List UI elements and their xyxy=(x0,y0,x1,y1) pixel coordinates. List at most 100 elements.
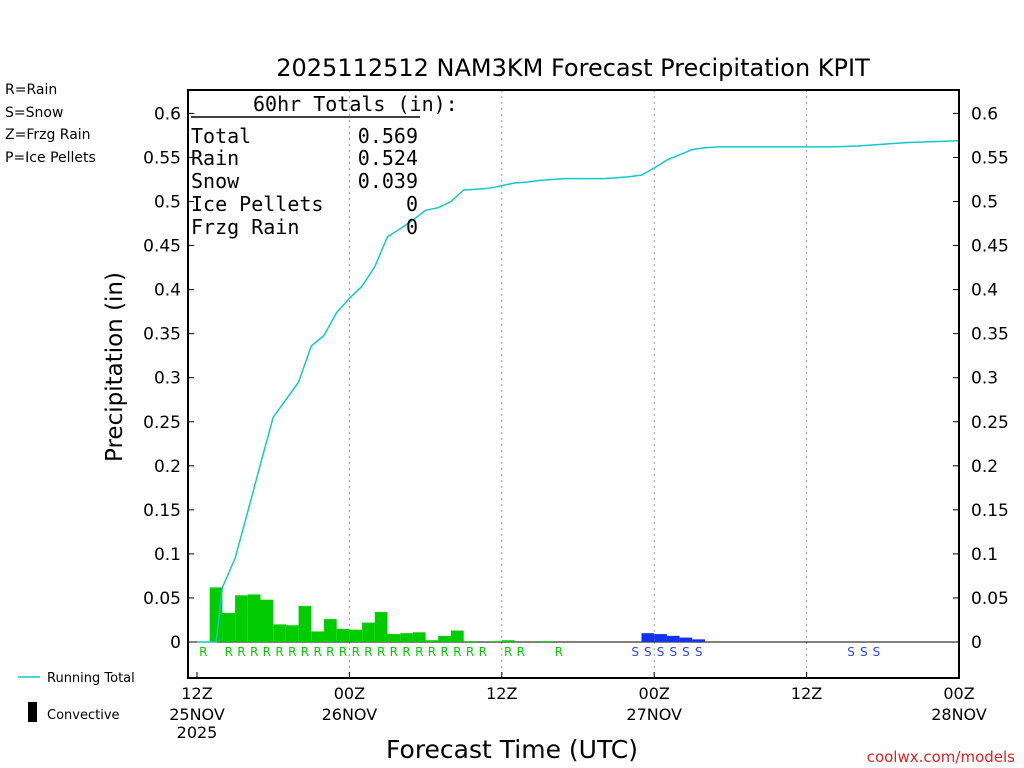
x-tick-label: 12Z xyxy=(181,684,212,703)
y-tick-label-left: 0.4 xyxy=(154,281,181,301)
snow-bar xyxy=(666,635,680,642)
legend-freezing-rain: Z=Frzg Rain xyxy=(5,127,91,143)
rain-bar xyxy=(285,625,299,642)
rain-marker: R xyxy=(339,645,347,659)
snow-marker: S xyxy=(631,645,639,659)
snow-marker: S xyxy=(682,645,690,659)
rain-bar xyxy=(489,641,502,642)
rain-bar xyxy=(412,632,426,642)
totals-label-snow: Snow xyxy=(191,169,240,193)
y-tick-label-right: 0.55 xyxy=(971,148,1009,168)
rain-bar xyxy=(247,594,261,642)
rain-marker: R xyxy=(428,645,436,659)
rain-marker: R xyxy=(390,645,398,659)
snow-marker: S xyxy=(657,645,665,659)
totals-value-ice-pellets: 0 xyxy=(406,192,418,216)
x-tick-label: 00Z xyxy=(334,684,365,703)
snow-marker: S xyxy=(847,645,855,659)
rain-marker: R xyxy=(225,645,233,659)
x-tick-label: 00Z xyxy=(943,684,974,703)
snow-bar xyxy=(679,637,693,642)
snow-marker: S xyxy=(669,645,677,659)
totals-label-rain: Rain xyxy=(191,146,239,170)
convective-legend-icon xyxy=(28,702,37,722)
rain-marker: R xyxy=(555,645,563,659)
rain-marker: R xyxy=(275,645,283,659)
bottom-legend: Running Total Convective xyxy=(18,671,135,723)
rain-bar xyxy=(324,619,337,642)
bars-layer xyxy=(209,587,705,642)
snow-bar xyxy=(641,633,655,642)
rain-marker: R xyxy=(237,645,245,659)
rain-bar xyxy=(273,624,286,642)
y-tick-label-right: 0.2 xyxy=(971,457,998,477)
rain-marker: R xyxy=(199,645,207,659)
y-tick-label-right: 0.4 xyxy=(971,281,998,301)
rain-bar xyxy=(298,605,312,642)
snow-bar xyxy=(692,639,705,642)
x-tick-date: 25NOV xyxy=(169,705,225,724)
rain-marker: R xyxy=(301,645,309,659)
running-total-layer xyxy=(197,139,960,643)
y-tick-label-left: 0.1 xyxy=(154,545,181,565)
rain-bar xyxy=(387,634,401,642)
y-tick-label-left: 0.45 xyxy=(143,237,181,257)
legend-snow: S=Snow xyxy=(5,105,64,121)
y-tick-label-right: 0.45 xyxy=(971,237,1009,257)
totals-value-frzg-rain: 0 xyxy=(406,215,418,239)
snow-bar xyxy=(654,634,667,642)
rain-bar xyxy=(235,595,248,642)
x-tick-date: 26NOV xyxy=(322,705,378,724)
totals-label-frzg-rain: Frzg Rain xyxy=(191,215,299,239)
rain-marker: R xyxy=(352,645,360,659)
rain-marker: R xyxy=(250,645,258,659)
rain-marker: R xyxy=(479,645,487,659)
rain-marker: R xyxy=(313,645,321,659)
totals-value-rain: 0.524 xyxy=(358,146,418,170)
x-axis-label: Forecast Time (UTC) xyxy=(386,735,638,764)
chart-title: 2025112512 NAM3KM Forecast Precipitation… xyxy=(276,54,870,82)
y-tick-label-right: 0 xyxy=(971,633,982,653)
convective-legend-label: Convective xyxy=(47,708,120,723)
rain-marker: R xyxy=(453,645,461,659)
x-tick-label: 12Z xyxy=(791,684,822,703)
y-tick-label-right: 0.6 xyxy=(971,104,998,124)
rain-bar xyxy=(260,599,274,642)
y-tick-label-left: 0.3 xyxy=(154,369,181,389)
y-tick-label-right: 0.1 xyxy=(971,545,998,565)
rain-bar xyxy=(501,640,515,642)
y-axis-label: Precipitation (in) xyxy=(102,272,128,462)
y-tick-label-left: 0.15 xyxy=(143,501,181,521)
x-tick-year: 2025 xyxy=(177,723,218,742)
rain-marker: R xyxy=(288,645,296,659)
rain-marker: R xyxy=(377,645,385,659)
totals-label-total: Total xyxy=(191,124,251,148)
snow-marker: S xyxy=(860,645,868,659)
totals-label-ice-pellets: Ice Pellets xyxy=(191,192,323,216)
rain-bar xyxy=(349,629,363,642)
rain-marker: R xyxy=(517,645,525,659)
rain-marker: R xyxy=(364,645,372,659)
totals-value-snow: 0.039 xyxy=(358,169,418,193)
snow-marker: S xyxy=(695,645,703,659)
rain-bar xyxy=(539,641,553,642)
totals-box: 60hr Totals (in): Total 0.569 Rain 0.524… xyxy=(191,92,458,239)
rain-marker: R xyxy=(440,645,448,659)
legend-rain: R=Rain xyxy=(5,82,58,98)
legend-ice-pellets: P=Ice Pellets xyxy=(5,150,96,166)
y-tick-label-right: 0.05 xyxy=(971,589,1009,609)
rain-bar xyxy=(400,633,413,642)
totals-value-total: 0.569 xyxy=(358,124,418,148)
x-tick-date: 28NOV xyxy=(931,705,987,724)
y-tick-label-left: 0.6 xyxy=(154,104,181,124)
rain-bar xyxy=(209,587,223,642)
rain-marker: R xyxy=(415,645,423,659)
y-tick-label-right: 0.3 xyxy=(971,369,998,389)
rain-bar xyxy=(336,628,350,642)
y-tick-label-left: 0.2 xyxy=(154,457,181,477)
y-tick-label-left: 0.55 xyxy=(143,148,181,168)
running-total-line xyxy=(197,139,960,643)
y-tick-label-left: 0.35 xyxy=(143,325,181,345)
